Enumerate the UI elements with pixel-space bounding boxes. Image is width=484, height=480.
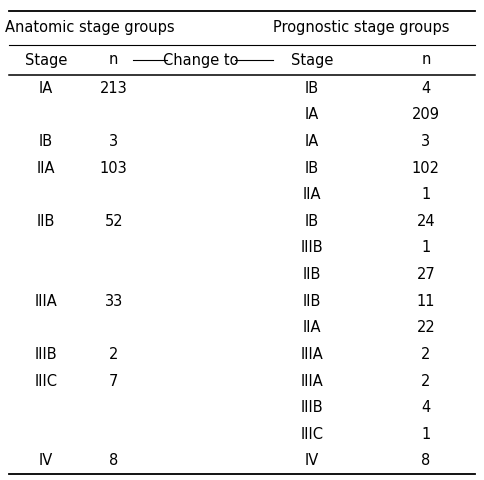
Text: n: n <box>421 52 431 68</box>
Text: IIA: IIA <box>303 187 321 202</box>
Text: 27: 27 <box>417 267 435 282</box>
Text: IB: IB <box>305 81 319 96</box>
Text: Prognostic stage groups: Prognostic stage groups <box>273 20 450 36</box>
Text: 103: 103 <box>100 161 128 176</box>
Text: 2: 2 <box>421 347 431 362</box>
Text: IIB: IIB <box>37 214 55 229</box>
Text: 2: 2 <box>109 347 119 362</box>
Text: IIIA: IIIA <box>301 347 324 362</box>
Text: IV: IV <box>305 454 319 468</box>
Text: 8: 8 <box>109 454 119 468</box>
Text: Stage: Stage <box>291 52 333 68</box>
Text: IIIB: IIIB <box>301 400 323 415</box>
Text: 11: 11 <box>417 294 435 309</box>
Text: 22: 22 <box>417 320 435 336</box>
Text: 213: 213 <box>100 81 128 96</box>
Text: 1: 1 <box>421 240 431 255</box>
Text: IIIB: IIIB <box>35 347 57 362</box>
Text: IB: IB <box>305 161 319 176</box>
Text: IIIB: IIIB <box>301 240 323 255</box>
Text: IIIC: IIIC <box>301 427 324 442</box>
Text: IIIC: IIIC <box>34 373 58 388</box>
Text: 209: 209 <box>412 108 440 122</box>
Text: Anatomic stage groups: Anatomic stage groups <box>5 20 174 36</box>
Text: Change to: Change to <box>163 52 239 68</box>
Text: IB: IB <box>305 214 319 229</box>
Text: 33: 33 <box>105 294 123 309</box>
Text: IIIA: IIIA <box>301 373 324 388</box>
Text: 8: 8 <box>421 454 431 468</box>
Text: Stage: Stage <box>25 52 67 68</box>
Text: 3: 3 <box>109 134 118 149</box>
Text: 1: 1 <box>421 187 431 202</box>
Text: IIA: IIA <box>303 320 321 336</box>
Text: 2: 2 <box>421 373 431 388</box>
Text: IB: IB <box>39 134 53 149</box>
Text: 7: 7 <box>109 373 119 388</box>
Text: 4: 4 <box>421 400 431 415</box>
Text: 4: 4 <box>421 81 431 96</box>
Text: IA: IA <box>305 134 319 149</box>
Text: IIB: IIB <box>303 267 321 282</box>
Text: IIIA: IIIA <box>34 294 58 309</box>
Text: 1: 1 <box>421 427 431 442</box>
Text: 52: 52 <box>105 214 123 229</box>
Text: IA: IA <box>305 108 319 122</box>
Text: IIA: IIA <box>37 161 55 176</box>
Text: IIB: IIB <box>303 294 321 309</box>
Text: 102: 102 <box>412 161 440 176</box>
Text: 3: 3 <box>422 134 430 149</box>
Text: 24: 24 <box>417 214 435 229</box>
Text: IV: IV <box>39 454 53 468</box>
Text: n: n <box>109 52 119 68</box>
Text: IA: IA <box>39 81 53 96</box>
